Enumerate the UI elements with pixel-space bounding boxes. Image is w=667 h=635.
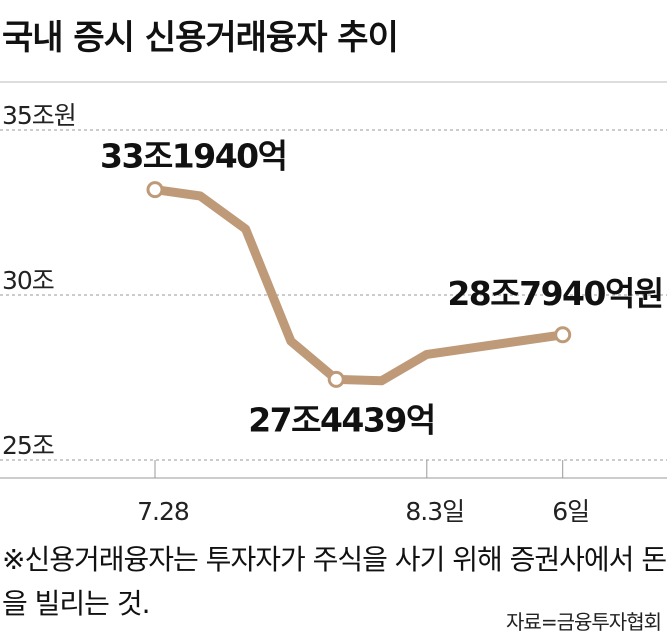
data-point-marker	[146, 181, 164, 199]
data-label: 28조7940억원	[447, 274, 662, 313]
chart-note: ※신용거래융자는 투자자가 주식을 사기 위해 증권사에서 돈을 빌리는 것.	[2, 543, 667, 620]
chart-title: 국내 증시 신용거래융자 추이	[2, 18, 399, 58]
data-point-marker	[554, 326, 572, 344]
chart-source: 자료=금융투자협회	[506, 610, 662, 634]
x-tick-label: 6일	[552, 497, 589, 526]
series-line	[150, 185, 568, 386]
chart-title-bar: 국내 증시 신용거래융자 추이	[0, 8, 667, 68]
data-label: 33조1940억	[100, 137, 287, 176]
data-label: 27조4439억	[248, 400, 435, 439]
y-tick-label: 25조	[2, 431, 54, 460]
x-tick-label: 8.3일	[405, 497, 464, 526]
y-tick-label: 30조	[2, 266, 54, 295]
x-tick-label: 7.28	[137, 497, 189, 526]
line-chart: 35조원 30조 25조 7.28 8.3일 6일 33조1940억 27조4439억 28조7…	[0, 81, 667, 526]
y-tick-label: 35조원	[2, 101, 76, 130]
data-point-marker	[327, 370, 345, 388]
